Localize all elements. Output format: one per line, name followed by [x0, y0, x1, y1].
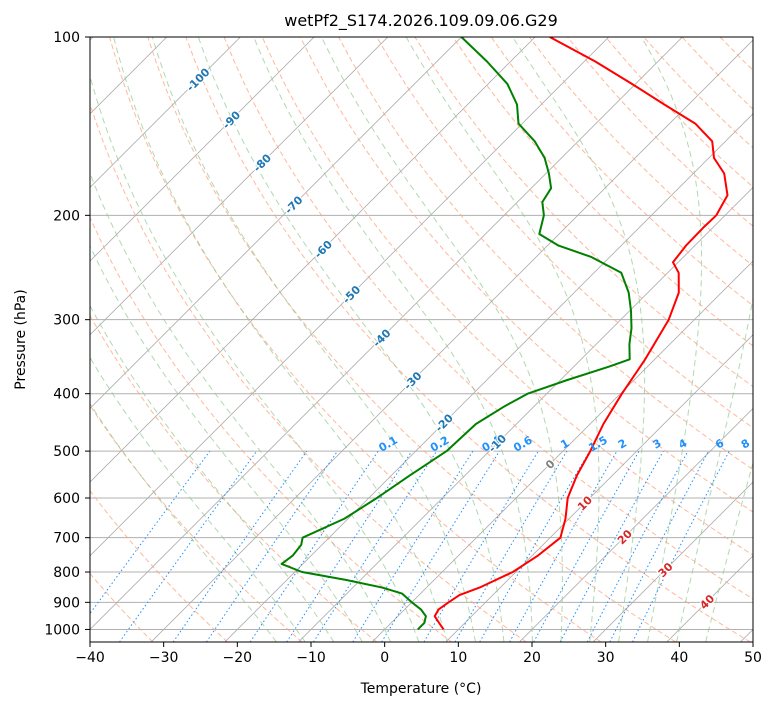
y-tick-label: 700 — [53, 531, 80, 547]
x-tick-label: 30 — [597, 650, 615, 666]
x-tick-label: 20 — [523, 650, 541, 666]
y-tick-label: 900 — [53, 595, 80, 611]
isotherm-line — [90, 37, 536, 483]
dry-adiabat-line — [147, 37, 676, 642]
mixing-ratio-line — [90, 450, 211, 615]
dry-adiabat-line — [90, 216, 452, 642]
isotherm-line — [298, 186, 753, 642]
y-tick-label: 200 — [53, 208, 80, 224]
mixing-ratio-line — [381, 450, 500, 642]
x-axis-label: Temperature (°C) — [360, 681, 482, 697]
series-layer — [280, 37, 729, 631]
isotherm-line — [90, 37, 389, 336]
dry-adiabat-line — [490, 37, 753, 307]
dry-adiabat-line — [90, 489, 228, 642]
y-tick-label: 1000 — [44, 622, 80, 638]
moist-adiabat-line — [405, 37, 600, 642]
mixing-ratio-line — [119, 450, 258, 642]
x-tick-label: −40 — [75, 650, 105, 666]
moist-adiabat-line — [90, 74, 420, 642]
mixing-ratio-line — [509, 450, 618, 642]
moist-adiabat-line — [90, 356, 306, 642]
isotherm-line — [90, 37, 683, 631]
moist-adiabat-line — [705, 461, 753, 642]
chart-title: wetPf2_S174.2026.109.09.06.G29 — [284, 11, 558, 31]
moist-adiabat-line — [641, 37, 703, 642]
dry-adiabat-line — [223, 37, 753, 600]
dry-adiabat-line — [109, 37, 602, 642]
x-tick-label: −30 — [149, 650, 179, 666]
moist-adiabat-line — [90, 402, 277, 642]
x-tick-label: −10 — [296, 650, 326, 666]
mixing-ratio-line — [313, 450, 438, 642]
moist-adiabat-line — [512, 37, 646, 642]
isotherm-line — [90, 37, 241, 189]
isotherm-line — [90, 37, 462, 410]
mixing-ratio-line — [352, 450, 474, 642]
y-tick-label: 800 — [53, 565, 80, 581]
x-tick-label: 50 — [744, 650, 762, 666]
isotherm-line — [371, 260, 753, 642]
x-tick-label: −20 — [223, 650, 253, 666]
x-tick-label: 0 — [380, 650, 389, 666]
isotherm-line — [224, 113, 753, 642]
temperature-profile-line — [433, 37, 729, 630]
moist-adiabat-line — [253, 37, 533, 642]
moist-adiabat-line — [90, 304, 335, 642]
dewpoint-profile-line — [280, 37, 633, 631]
y-axis: 100 200 300 400 500 600 700 800 900 1000 — [44, 30, 90, 638]
moist-adiabat-line — [151, 37, 476, 642]
moist-adiabat-line — [197, 37, 505, 642]
dry-adiabat-line — [338, 37, 753, 471]
dry-adiabat-line — [90, 314, 378, 642]
isotherm-line — [90, 37, 610, 557]
dry-adiabat-line — [261, 37, 753, 556]
mixing-ratio-line — [533, 450, 640, 642]
mixing-ratio-line — [559, 450, 664, 642]
moist-adiabat-line — [90, 172, 392, 642]
y-tick-label: 300 — [53, 313, 80, 329]
moist-adiabat-line — [676, 296, 753, 642]
mixing-ratio-line — [205, 450, 338, 642]
mixing-ratio-line — [632, 450, 730, 642]
y-tick-label: 600 — [53, 491, 80, 507]
x-tick-label: 10 — [449, 650, 467, 666]
dry-adiabat-line — [90, 572, 154, 642]
background-guide-lines — [90, 37, 753, 642]
x-axis: −40 −30 −20 −10 0 10 20 30 40 50 — [75, 642, 762, 666]
y-axis-label: Pressure (hPa) — [13, 289, 29, 389]
isotherm-line — [519, 407, 753, 642]
y-tick-label: 100 — [53, 30, 80, 46]
isotherm-line — [90, 37, 315, 262]
dry-adiabat-line — [90, 102, 527, 642]
mixing-ratio-line — [172, 450, 308, 642]
x-tick-label: 40 — [670, 650, 688, 666]
isotherm-line — [150, 39, 753, 642]
mixing-ratio-line — [249, 450, 379, 642]
dry-adiabat-line — [414, 37, 753, 388]
moist-adiabat-line — [321, 37, 563, 642]
y-tick-label: 400 — [53, 387, 80, 403]
isotherm-line — [592, 481, 753, 642]
isotherm-line — [445, 334, 753, 642]
dry-adiabat-line — [185, 37, 751, 642]
moist-adiabat-line — [113, 37, 448, 642]
moist-adiabat-line — [90, 244, 363, 642]
y-tick-label: 500 — [53, 444, 80, 460]
plot-frame — [89, 36, 754, 643]
